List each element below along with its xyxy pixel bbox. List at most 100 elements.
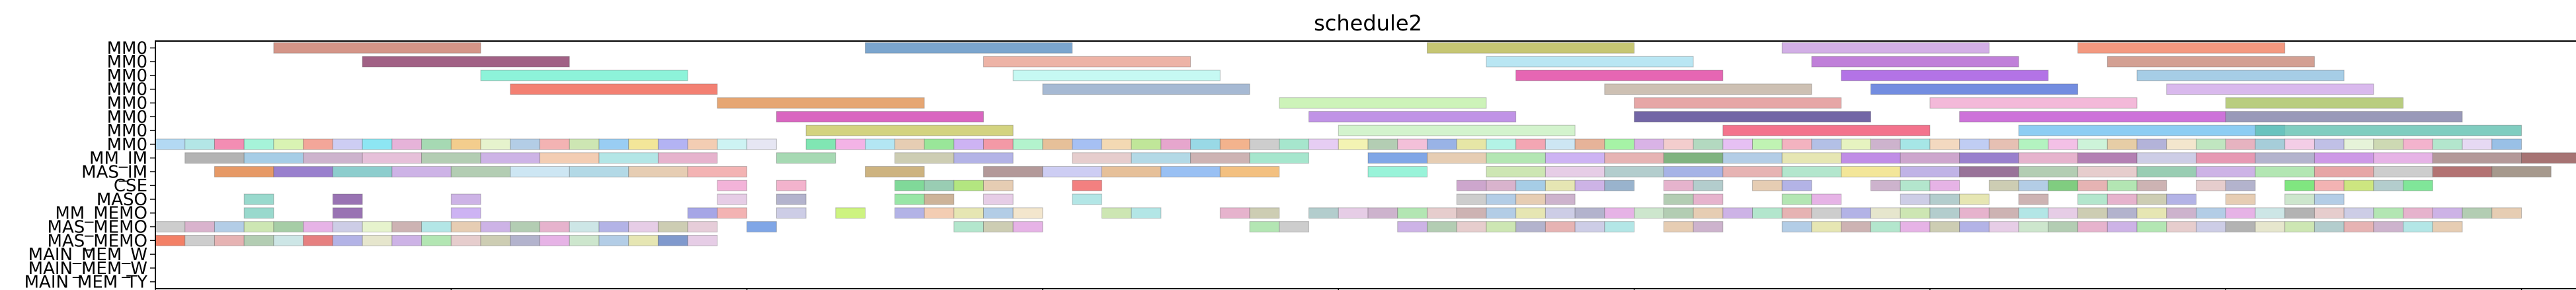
bar-row11-21 bbox=[2077, 193, 2108, 205]
bar-row13-25 bbox=[1397, 221, 1428, 232]
bar-row9-16 bbox=[1486, 166, 1546, 177]
y-tick-label-17: MAIN_MEM_TY bbox=[24, 273, 148, 290]
bar-row7-74 bbox=[2373, 138, 2404, 150]
bar-row10-15 bbox=[1752, 179, 1783, 191]
bar-row4-4 bbox=[2225, 97, 2404, 109]
bar-row11-13 bbox=[1663, 193, 1694, 205]
bar-row5-3 bbox=[1959, 111, 2226, 122]
bar-row13-7 bbox=[362, 221, 393, 232]
bar-row0-2 bbox=[1426, 42, 1635, 54]
bar-row7-15 bbox=[598, 138, 629, 150]
bar-row11-17 bbox=[1900, 193, 1931, 205]
bar-row10-9 bbox=[1515, 179, 1546, 191]
bar-row13-36 bbox=[1811, 221, 1842, 232]
bar-row13-42 bbox=[1988, 221, 2019, 232]
bar-row9-14 bbox=[1219, 166, 1280, 177]
bar-row12-56 bbox=[2491, 207, 2522, 219]
bar-row11-11 bbox=[1515, 193, 1546, 205]
bar-row10-10 bbox=[1545, 179, 1576, 191]
bar-row8-17 bbox=[1426, 152, 1487, 164]
bar-row12-33 bbox=[1811, 207, 1842, 219]
bar-row8-27 bbox=[2018, 152, 2079, 164]
bar-row1-1 bbox=[983, 56, 1191, 68]
bar-row13-10 bbox=[450, 221, 481, 232]
bar-row14-1 bbox=[184, 234, 215, 246]
bar-row9-15 bbox=[1367, 166, 1428, 177]
bar-row12-36 bbox=[1900, 207, 1931, 219]
y-tick-label-12: MM_MEMO bbox=[55, 204, 147, 224]
y-tick-label-7: MM0 bbox=[107, 135, 147, 155]
bar-row11-5 bbox=[894, 193, 925, 205]
bar-row7-73 bbox=[2343, 138, 2374, 150]
bar-row13-48 bbox=[2166, 221, 2196, 232]
bar-row13-20 bbox=[953, 221, 984, 232]
bar-row8-33 bbox=[2373, 152, 2433, 164]
bar-row7-52 bbox=[1722, 138, 1753, 150]
bar-row7-28 bbox=[1012, 138, 1043, 150]
bar-row7-9 bbox=[421, 138, 452, 150]
bar-row13-45 bbox=[2077, 221, 2108, 232]
bar-row7-10 bbox=[450, 138, 481, 150]
bar-row8-3 bbox=[362, 152, 423, 164]
bar-row14-4 bbox=[273, 234, 304, 246]
bar-row7-55 bbox=[1811, 138, 1842, 150]
bar-row8-26 bbox=[1959, 152, 2019, 164]
bar-row7-57 bbox=[1870, 138, 1901, 150]
bar-row9-6 bbox=[569, 166, 629, 177]
bar-row12-42 bbox=[2077, 207, 2108, 219]
bar-row11-22 bbox=[2107, 193, 2138, 205]
bar-row7-20 bbox=[746, 138, 777, 150]
bar-row8-7 bbox=[598, 152, 659, 164]
bar-row12-9 bbox=[953, 207, 984, 219]
bar-row8-35 bbox=[2521, 152, 2576, 164]
bar-row13-3 bbox=[243, 221, 274, 232]
bar-row11-15 bbox=[1781, 193, 1812, 205]
bar-row12-30 bbox=[1722, 207, 1753, 219]
bar-row11-1 bbox=[332, 193, 363, 205]
bar-row12-38 bbox=[1959, 207, 1990, 219]
y-tick-label-3: MM0 bbox=[107, 80, 147, 100]
bar-row7-22 bbox=[835, 138, 866, 150]
bar-row13-12 bbox=[510, 221, 541, 232]
bar-row9-23 bbox=[1900, 166, 1960, 177]
bar-row12-45 bbox=[2166, 207, 2196, 219]
bar-row12-49 bbox=[2284, 207, 2315, 219]
bar-row9-9 bbox=[865, 166, 925, 177]
bar-row7-21 bbox=[805, 138, 836, 150]
y-tick-label-5: MM0 bbox=[107, 107, 147, 127]
bar-row13-8 bbox=[391, 221, 423, 232]
bar-row13-6 bbox=[332, 221, 363, 232]
bar-row7-2 bbox=[214, 138, 245, 150]
bar-row12-40 bbox=[2018, 207, 2049, 219]
bar-row12-31 bbox=[1752, 207, 1783, 219]
bar-row8-15 bbox=[1249, 152, 1310, 164]
bar-row5-0 bbox=[776, 111, 984, 122]
bar-row12-22 bbox=[1486, 207, 1517, 219]
bar-row9-28 bbox=[2195, 166, 2256, 177]
bar-row12-7 bbox=[894, 207, 925, 219]
bar-row12-52 bbox=[2373, 207, 2404, 219]
bar-row13-56 bbox=[2403, 221, 2433, 232]
bar-row13-14 bbox=[569, 221, 600, 232]
bar-row8-8 bbox=[657, 152, 718, 164]
bar-row12-41 bbox=[2048, 207, 2079, 219]
bar-row12-48 bbox=[2255, 207, 2286, 219]
y-tick-label-10: CSE bbox=[114, 176, 147, 196]
bar-row7-64 bbox=[2077, 138, 2108, 150]
bar-row14-13 bbox=[540, 234, 570, 246]
bar-row1-2 bbox=[1486, 56, 1694, 68]
bar-row10-26 bbox=[2195, 179, 2226, 191]
bar-row2-3 bbox=[1841, 70, 2049, 81]
bar-row12-44 bbox=[2136, 207, 2167, 219]
bar-row8-25 bbox=[1900, 152, 1960, 164]
bar-row11-19 bbox=[1959, 193, 1990, 205]
bar-row13-30 bbox=[1545, 221, 1576, 232]
bar-row7-45 bbox=[1515, 138, 1546, 150]
bar-row7-11 bbox=[480, 138, 511, 150]
bar-row7-72 bbox=[2314, 138, 2345, 150]
bar-row7-76 bbox=[2432, 138, 2463, 150]
bar-row10-30 bbox=[2343, 179, 2374, 191]
bar-row8-21 bbox=[1663, 152, 1724, 164]
x-axis-ticks bbox=[155, 289, 2522, 290]
bar-row10-8 bbox=[1486, 179, 1517, 191]
